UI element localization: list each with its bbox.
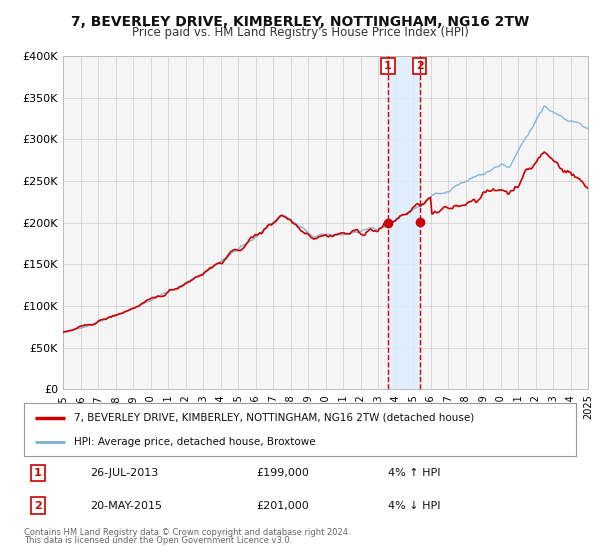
Text: This data is licensed under the Open Government Licence v3.0.: This data is licensed under the Open Gov… bbox=[24, 536, 292, 545]
Text: 2: 2 bbox=[416, 61, 424, 71]
Text: Contains HM Land Registry data © Crown copyright and database right 2024.: Contains HM Land Registry data © Crown c… bbox=[24, 528, 350, 536]
Text: Price paid vs. HM Land Registry's House Price Index (HPI): Price paid vs. HM Land Registry's House … bbox=[131, 26, 469, 39]
Text: 1: 1 bbox=[34, 468, 41, 478]
Text: HPI: Average price, detached house, Broxtowe: HPI: Average price, detached house, Brox… bbox=[74, 437, 316, 447]
Text: 4% ↑ HPI: 4% ↑ HPI bbox=[388, 468, 441, 478]
Text: 2: 2 bbox=[34, 501, 41, 511]
Text: £199,000: £199,000 bbox=[256, 468, 309, 478]
Text: 7, BEVERLEY DRIVE, KIMBERLEY, NOTTINGHAM, NG16 2TW (detached house): 7, BEVERLEY DRIVE, KIMBERLEY, NOTTINGHAM… bbox=[74, 413, 474, 423]
Text: 4% ↓ HPI: 4% ↓ HPI bbox=[388, 501, 441, 511]
Text: £201,000: £201,000 bbox=[256, 501, 308, 511]
Text: 7, BEVERLEY DRIVE, KIMBERLEY, NOTTINGHAM, NG16 2TW: 7, BEVERLEY DRIVE, KIMBERLEY, NOTTINGHAM… bbox=[71, 15, 529, 29]
Text: 1: 1 bbox=[384, 61, 392, 71]
Text: 26-JUL-2013: 26-JUL-2013 bbox=[90, 468, 158, 478]
Bar bbox=[388, 56, 419, 389]
Text: 20-MAY-2015: 20-MAY-2015 bbox=[90, 501, 162, 511]
